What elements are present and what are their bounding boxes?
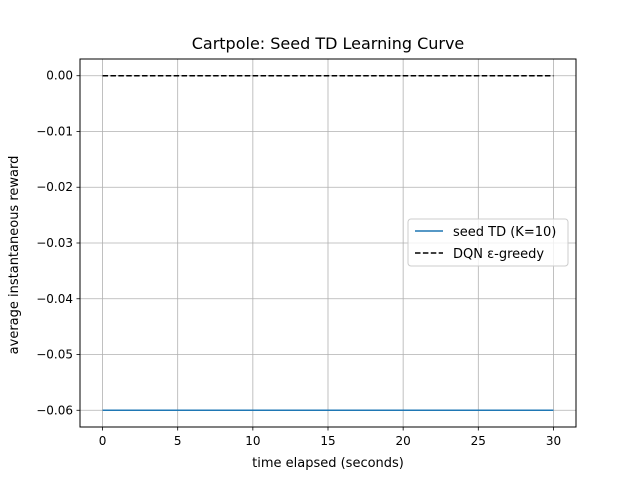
y-tick-label: −0.02 — [36, 180, 73, 194]
plot-series — [102, 74, 554, 412]
x-tick-label: 20 — [396, 434, 411, 448]
y-tick-label: −0.05 — [36, 348, 73, 362]
y-tick-label: −0.03 — [36, 236, 73, 250]
y-axis-label: average instantaneous reward — [7, 156, 22, 355]
y-tick-label: −0.04 — [36, 292, 73, 306]
axis-ticks: 0 5 10 15 20 25 30 0.00 −0.01 −0.02 −0.03 −0.04 −0.0… — [36, 69, 561, 448]
x-tick-label: 0 — [99, 434, 107, 448]
x-tick-label: 30 — [546, 434, 561, 448]
legend-label-seed-td: seed TD (K=10) — [453, 225, 556, 240]
legend: seed TD (K=10) DQN ε-greedy — [407, 218, 569, 267]
y-tick-label: 0.00 — [46, 69, 73, 83]
chart-title: Cartpole: Seed TD Learning Curve — [192, 34, 465, 53]
y-tick-label: −0.01 — [36, 124, 73, 138]
x-tick-label: 10 — [245, 434, 260, 448]
x-axis-label: time elapsed (seconds) — [252, 456, 404, 471]
y-tick-label: −0.06 — [36, 403, 73, 417]
x-tick-label: 5 — [174, 434, 182, 448]
x-tick-label: 25 — [471, 434, 486, 448]
legend-box — [407, 218, 569, 267]
legend-label-dqn: DQN ε-greedy — [453, 247, 544, 262]
x-tick-label: 15 — [320, 434, 335, 448]
